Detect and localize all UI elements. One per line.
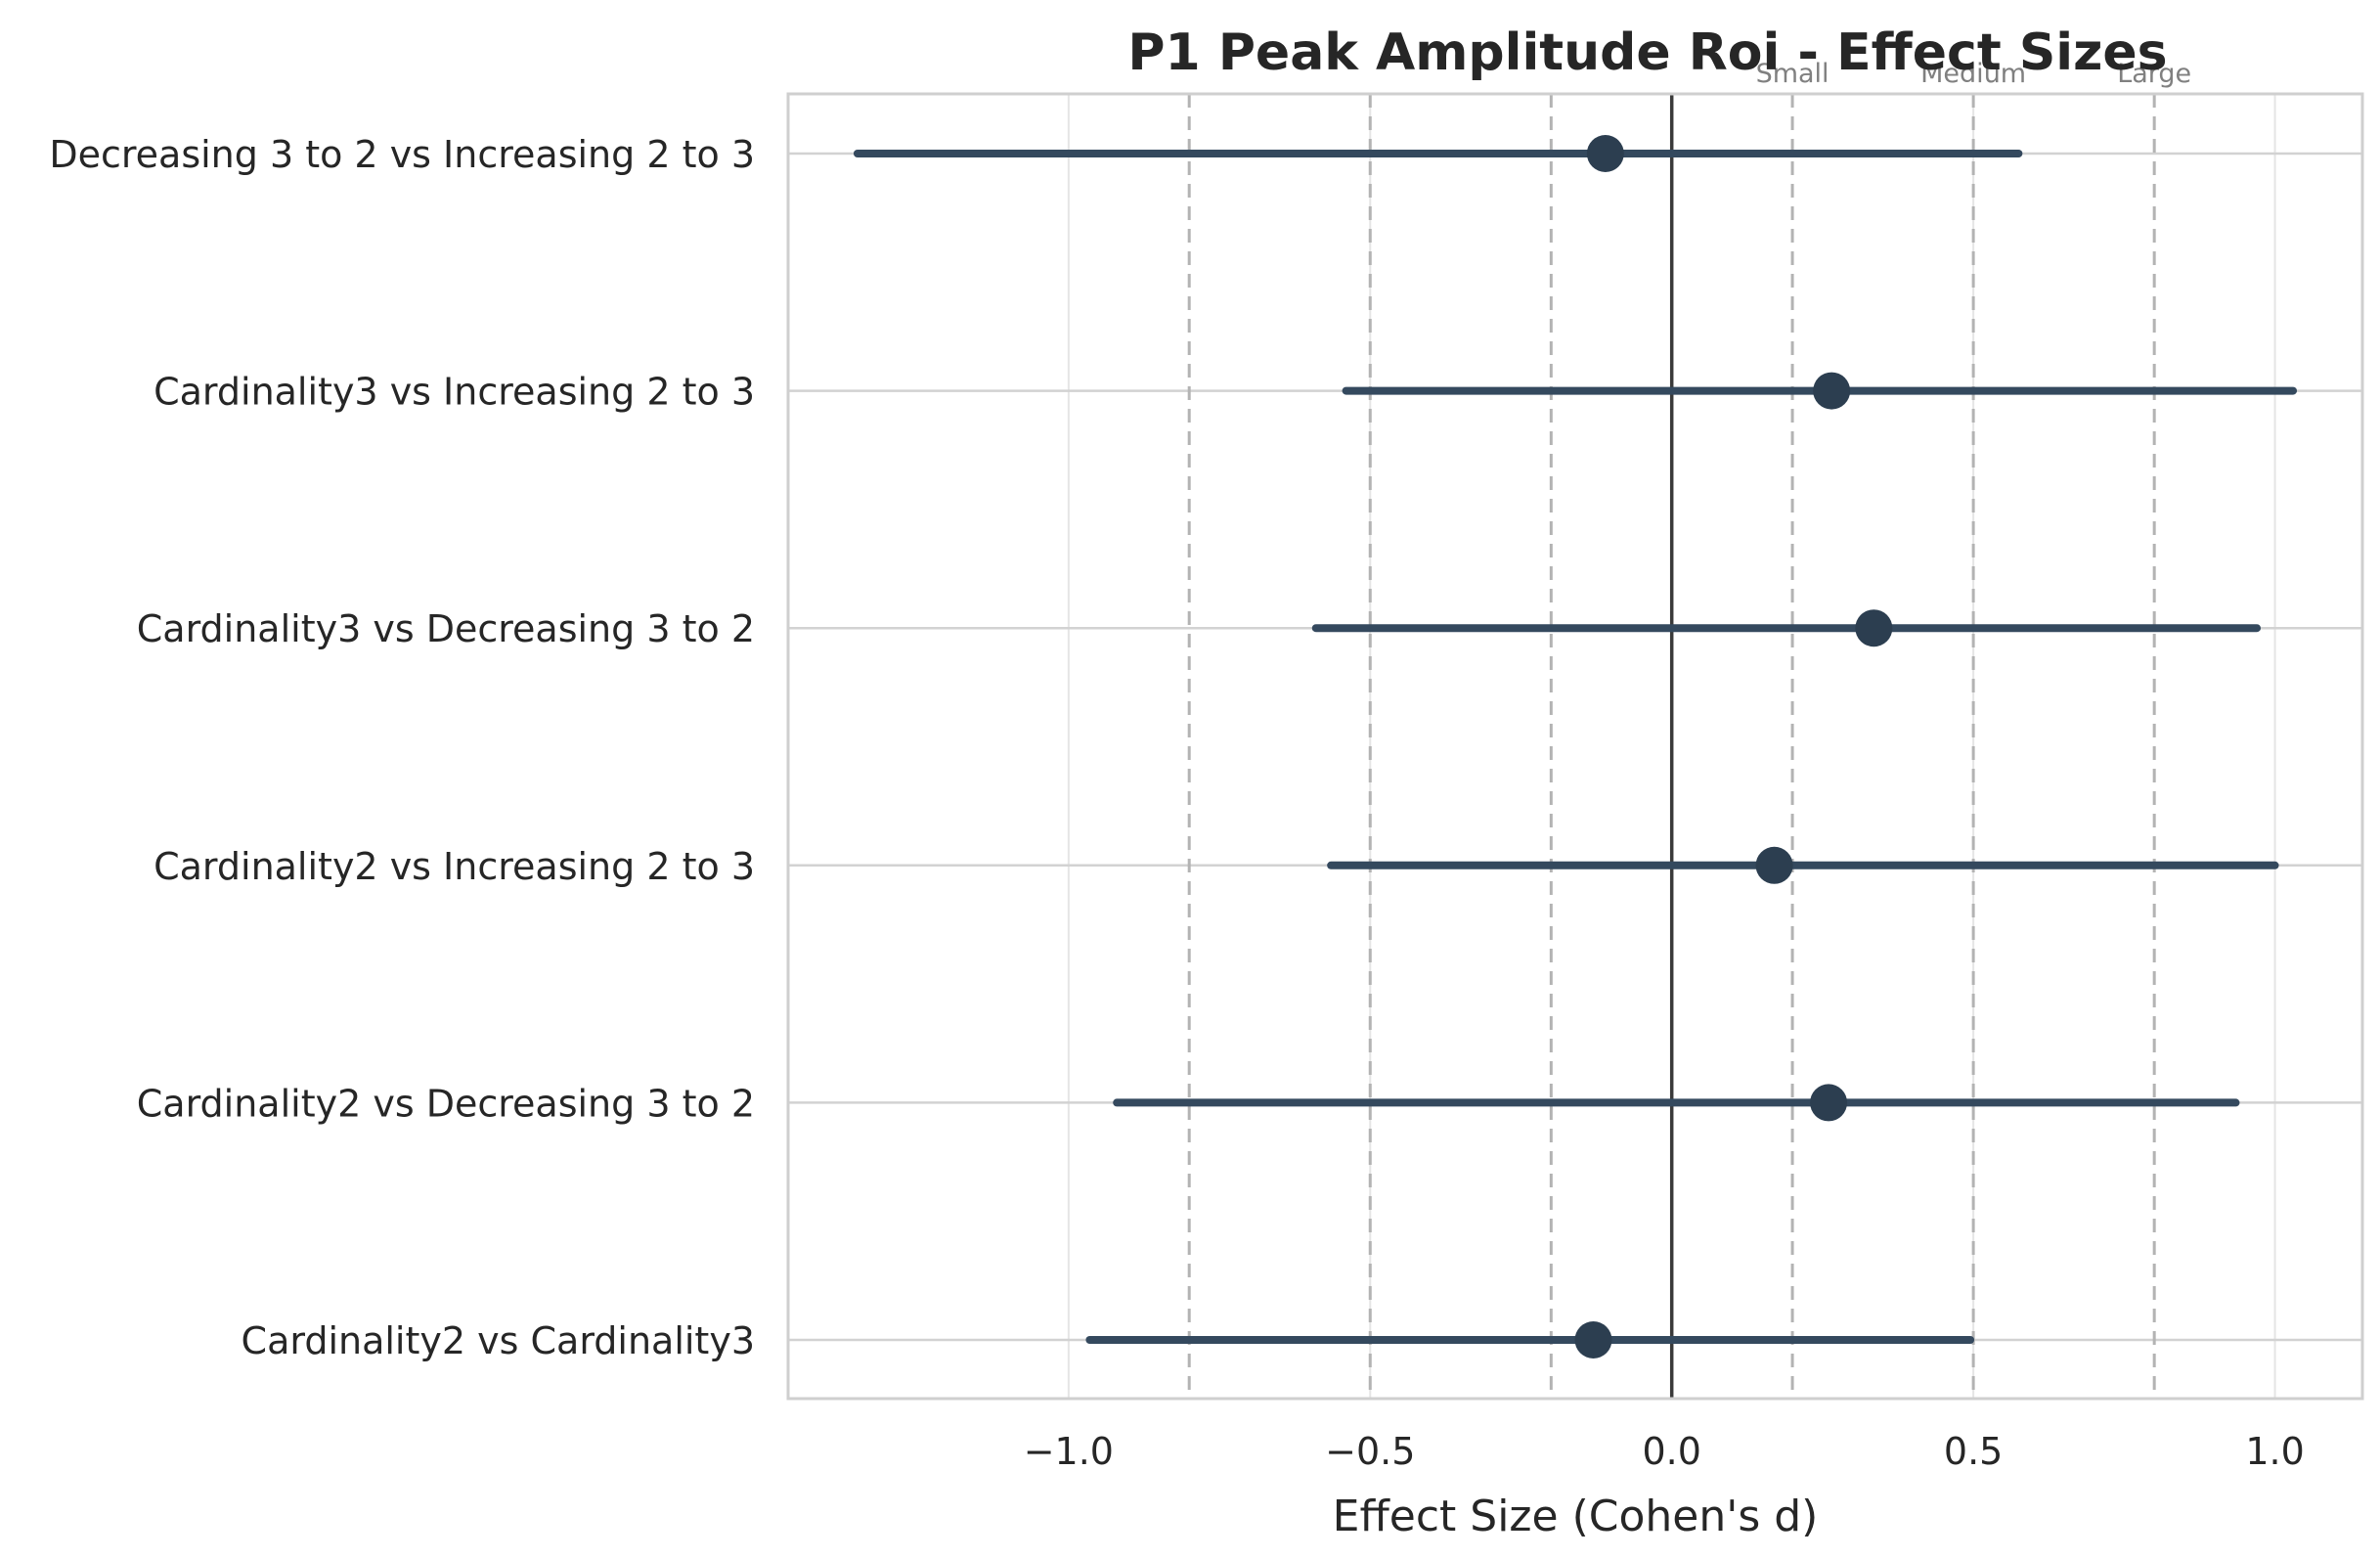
y-tick-labels: Decreasing 3 to 2 vs Increasing 2 to 3 Ca… bbox=[49, 133, 755, 1362]
effect-size-point bbox=[1810, 1084, 1848, 1122]
threshold-label: Large bbox=[2117, 59, 2191, 89]
comparison-label: Cardinality3 vs Decreasing 3 to 2 bbox=[137, 607, 755, 650]
threshold-label: Medium bbox=[1920, 59, 2026, 89]
data-layer bbox=[853, 135, 2298, 1359]
reference-lines: Small Medium Large bbox=[1187, 59, 2191, 1399]
x-tick-labels: −1.0 −0.5 0.0 0.5 1.0 bbox=[1024, 1430, 2305, 1473]
plot-area-frame bbox=[786, 92, 2364, 1401]
comparison-label: Cardinality3 vs Increasing 2 to 3 bbox=[154, 371, 755, 414]
comparison-label: Decreasing 3 to 2 vs Increasing 2 to 3 bbox=[49, 133, 755, 176]
effect-size-point bbox=[1813, 372, 1851, 410]
effect-size-point bbox=[1586, 135, 1624, 172]
threshold-label: Small bbox=[1756, 59, 1829, 89]
comparison-label: Cardinality2 vs Increasing 2 to 3 bbox=[154, 845, 755, 888]
x-tick-label: 0.0 bbox=[1642, 1430, 1700, 1473]
effect-size-point bbox=[1755, 846, 1793, 884]
x-tick-label: 1.0 bbox=[2245, 1430, 2304, 1473]
x-tick-label: −0.5 bbox=[1325, 1430, 1415, 1473]
effect-size-point bbox=[1574, 1321, 1612, 1359]
comparison-label: Cardinality2 vs Cardinality3 bbox=[242, 1319, 755, 1362]
x-tick-label: 0.5 bbox=[1944, 1430, 2003, 1473]
x-tick-label: −1.0 bbox=[1024, 1430, 1114, 1473]
x-axis-label: Effect Size (Cohen's d) bbox=[1333, 1492, 1819, 1541]
comparison-label: Cardinality2 vs Decreasing 3 to 2 bbox=[137, 1082, 755, 1125]
chart-title: P1 Peak Amplitude Roi - Effect Sizes bbox=[1127, 23, 2167, 82]
effect-size-point bbox=[1855, 609, 1893, 647]
